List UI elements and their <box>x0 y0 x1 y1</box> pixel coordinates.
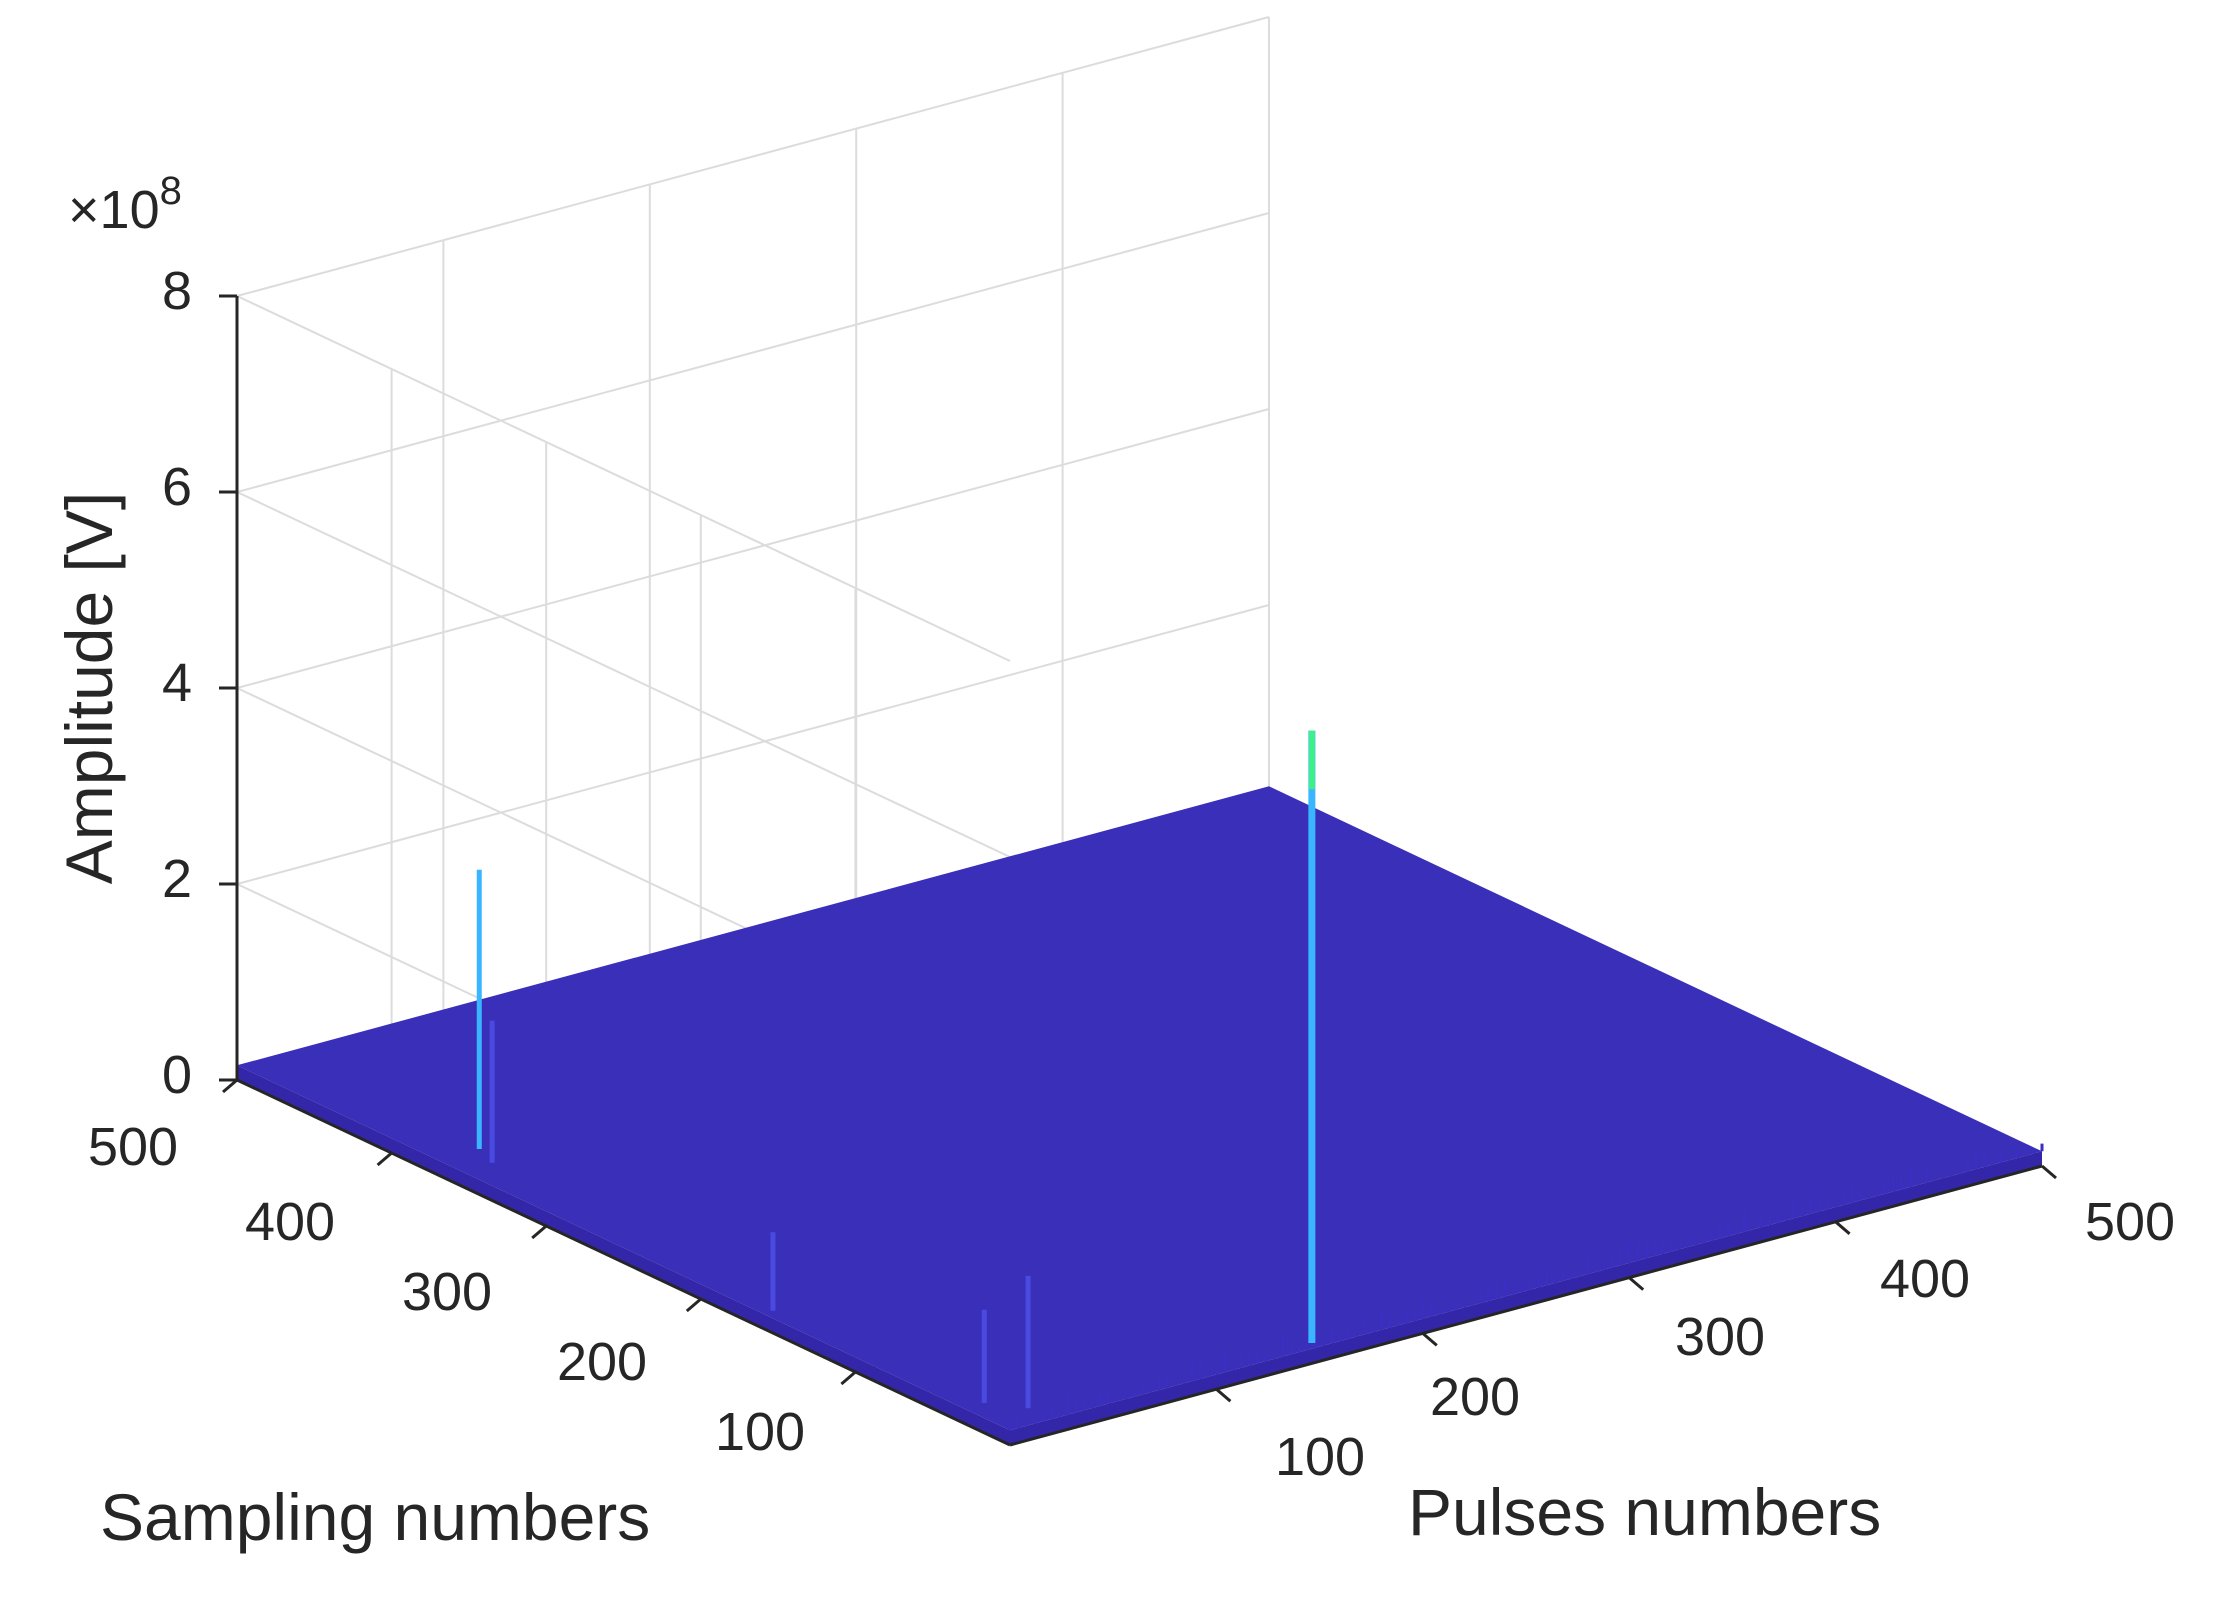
y-tick-label: 300 <box>402 1262 492 1322</box>
x-tick-label: 200 <box>1430 1367 1520 1427</box>
y-tick <box>376 1151 393 1167</box>
z-multiplier-base: ×10 <box>68 180 160 240</box>
gridline <box>236 604 1270 885</box>
x-tick-label: 300 <box>1675 1307 1765 1367</box>
surface-peaks <box>476 730 1316 1409</box>
gridline <box>236 491 1011 858</box>
z-tick-label: 6 <box>162 457 192 517</box>
y-tick-label: 400 <box>245 1192 335 1252</box>
y-tick <box>840 1370 857 1386</box>
x-tick <box>1215 1388 1232 1403</box>
z-tick-label: 0 <box>162 1045 192 1105</box>
z-axis-label: Amplitude [V] <box>52 492 126 885</box>
x-tick-label: 100 <box>1275 1427 1365 1487</box>
z-axis-multiplier: ×108 <box>68 169 182 240</box>
y-axis-line <box>236 1078 1011 1447</box>
z-axis-tick-labels: 0 2 4 6 8 <box>162 261 192 1105</box>
surface-skirt <box>1010 1151 2042 1445</box>
surface <box>237 786 2044 1445</box>
x-tick <box>1628 1276 1645 1291</box>
y-tick-label: 500 <box>88 1117 178 1177</box>
x-tick <box>1421 1332 1438 1347</box>
y-axis-label: Sampling numbers <box>100 1480 650 1554</box>
x-tick <box>2041 1164 2057 1180</box>
svg-text:×108: ×108 <box>68 169 182 240</box>
axes <box>219 294 2057 1447</box>
y-tick <box>222 1078 238 1094</box>
z-tick-label: 4 <box>162 653 192 713</box>
y-tick <box>685 1297 702 1313</box>
surface-floor <box>237 786 2042 1431</box>
y-tick <box>531 1224 548 1240</box>
gridline <box>236 16 1270 297</box>
x-axis-label: Pulses numbers <box>1408 1475 1881 1549</box>
surface-skirt <box>237 1065 1010 1445</box>
x-tick-label: 400 <box>1880 1249 1970 1309</box>
y-tick-label: 100 <box>715 1402 805 1462</box>
x-tick <box>1834 1220 1851 1235</box>
z-multiplier-exponent: 8 <box>160 169 182 213</box>
gridline <box>236 212 1270 493</box>
gridline <box>236 295 1011 662</box>
gridline <box>236 408 1270 689</box>
y-axis-tick-labels: 100 200 300 400 500 <box>88 1117 805 1462</box>
surface-edge-noise <box>1008 1143 2044 1431</box>
z-tick-label: 8 <box>162 261 192 321</box>
x-axis-line <box>1009 1164 2043 1447</box>
x-tick-label: 500 <box>2085 1192 2175 1252</box>
z-tick-label: 2 <box>162 849 192 909</box>
y-tick-label: 200 <box>557 1332 647 1392</box>
x-axis-tick-labels: 100 200 300 400 500 <box>1275 1192 2175 1487</box>
